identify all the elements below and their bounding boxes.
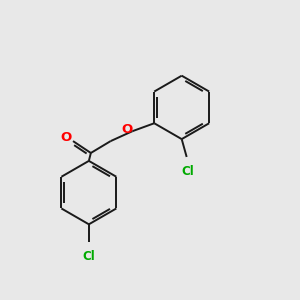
Text: Cl: Cl <box>181 165 194 178</box>
Text: O: O <box>121 123 132 136</box>
Text: Cl: Cl <box>82 250 95 263</box>
Text: O: O <box>60 130 72 144</box>
